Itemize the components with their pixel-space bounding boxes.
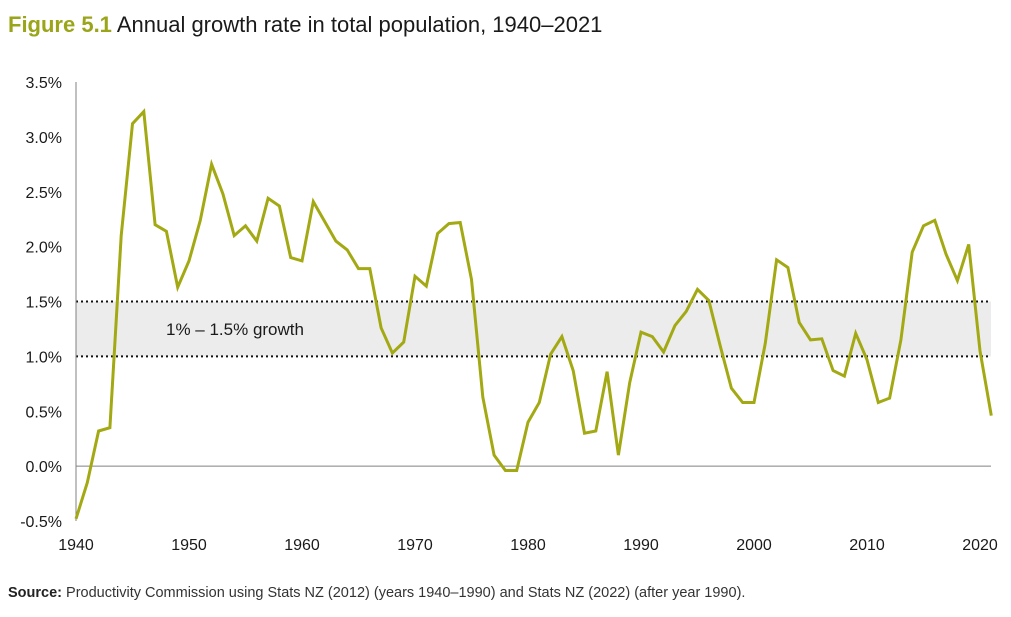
y-tick-label: 2.5%: [26, 185, 62, 202]
band-rect: [76, 301, 991, 357]
tick-labels: -0.5% 0.0% 0.5% 1.0% 1.5% 2.0% 2.5% 3.0% 3.5% 194…: [20, 75, 998, 554]
y-tick-label: 1.5%: [26, 295, 62, 312]
axis-layer: [75, 82, 991, 521]
line-chart: 1% – 1.5% growth -0.5% 0.0% 0.5% 1.0% 1.5% 2.…: [20, 75, 998, 554]
y-tick-label: 1.0%: [26, 349, 62, 366]
band-layer: 1% – 1.5% growth: [76, 300, 991, 358]
y-tick-label: 3.0%: [26, 130, 62, 147]
source-note: Source: Productivity Commission using St…: [8, 585, 745, 601]
y-tick-label: 2.0%: [26, 240, 62, 257]
x-tick-label: 1940: [58, 537, 94, 554]
y-tick-label: 3.5%: [26, 75, 62, 92]
y-tick-label: 0.0%: [26, 459, 62, 476]
source-text: Productivity Commission using Stats NZ (…: [66, 585, 746, 601]
x-tick-label: 1970: [397, 537, 433, 554]
y-tick-label: -0.5%: [20, 514, 62, 531]
y-tick-label: 0.5%: [26, 404, 62, 421]
band-label: 1% – 1.5% growth: [166, 320, 304, 339]
series-layer: [74, 108, 993, 520]
x-tick-label: 1960: [284, 537, 320, 554]
figure-label: Figure 5.1: [8, 12, 112, 37]
x-tick-label: 2020: [962, 537, 998, 554]
x-tick-label: 1950: [171, 537, 207, 554]
title-text: Annual growth rate in total population, …: [116, 12, 603, 37]
chart-title: Figure 5.1 Annual growth rate in total p…: [8, 12, 602, 38]
x-tick-label: 2010: [849, 537, 885, 554]
x-tick-label: 1990: [623, 537, 659, 554]
series-line: [74, 108, 993, 520]
x-tick-label: 2000: [736, 537, 772, 554]
x-tick-label: 1980: [510, 537, 546, 554]
source-label: Source:: [8, 585, 62, 601]
